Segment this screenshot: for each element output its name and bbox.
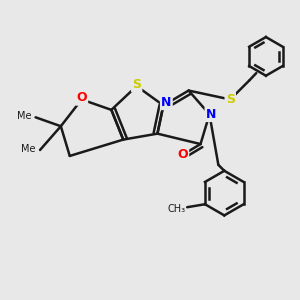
Text: S: S [226, 93, 235, 106]
Text: Me: Me [16, 111, 31, 121]
Text: S: S [132, 78, 141, 91]
Text: O: O [76, 92, 87, 104]
Text: O: O [177, 148, 188, 161]
Text: CH₃: CH₃ [168, 204, 186, 214]
Text: Me: Me [21, 143, 36, 154]
Text: N: N [206, 108, 216, 121]
Text: N: N [161, 96, 172, 109]
